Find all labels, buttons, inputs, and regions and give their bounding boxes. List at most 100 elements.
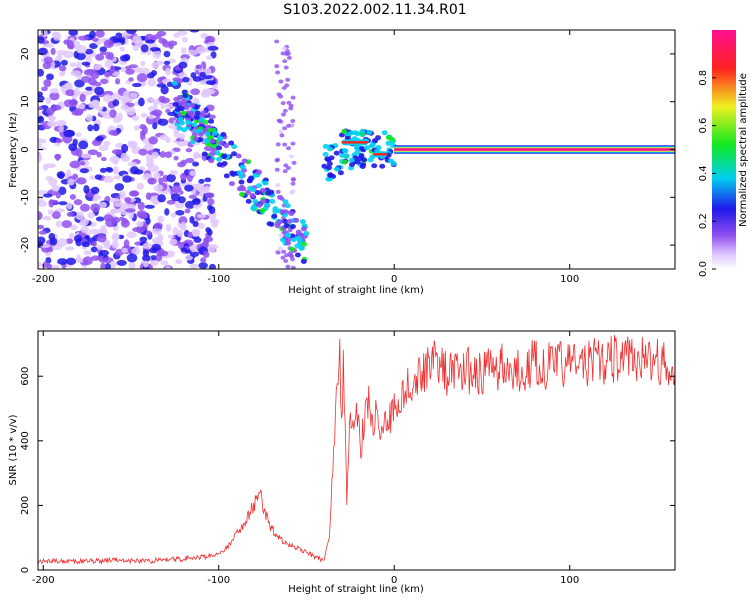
heatmap-noise-blob (129, 92, 138, 99)
heatmap-noise-blob (205, 80, 216, 86)
colorbar-tick-label: 0.8 (698, 70, 709, 86)
heatmap-noise-blob (137, 201, 145, 211)
heatmap-noise-blob (104, 59, 113, 68)
heatmap-noise-blob (160, 260, 169, 266)
heatmap-transition-blob (325, 165, 332, 171)
heatmap-band-blob (285, 237, 292, 243)
heatmap-x-tick-label: -200 (32, 274, 55, 285)
heatmap-noise-blob (205, 227, 211, 233)
heatmap-noise-blob (80, 153, 92, 159)
heatmap-transition-blob (341, 148, 348, 154)
heatmap-streak-blob (278, 246, 284, 251)
heatmap-noise-blob (58, 201, 68, 206)
heatmap-band-blob (223, 143, 230, 149)
heatmap-noise-blob (193, 197, 201, 206)
heatmap-noise-blob (163, 50, 171, 58)
heatmap-noise-blob (145, 39, 156, 44)
heatmap-noise-blob (119, 190, 126, 200)
heatmap-noise-blob (94, 174, 103, 180)
heatmap-band-blob (265, 190, 272, 196)
heatmap-noise-blob (81, 241, 91, 248)
heatmap-streak-blob (284, 253, 290, 258)
heatmap-streak-blob (283, 163, 289, 168)
heatmap-noise-blob (151, 151, 159, 159)
heatmap-streak-blob (282, 108, 288, 113)
heatmap-noise-blob (144, 204, 155, 209)
heatmap-noise-blob (151, 61, 160, 69)
heatmap-noise-blob (115, 142, 124, 149)
heatmap-noise-blob (155, 112, 161, 118)
heatmap-transition-blob (381, 130, 388, 136)
heatmap-streak-blob (286, 100, 292, 105)
heatmap-band-blob (282, 199, 289, 205)
heatmap-noise-blob (190, 244, 196, 253)
heatmap-noise-blob (95, 106, 104, 111)
heatmap-noise-blob (46, 73, 54, 81)
heatmap-noise-blob (55, 138, 63, 144)
heatmap-band-blob (303, 231, 310, 237)
heatmap-noise-blob (87, 212, 96, 219)
heatmap-band-blob (185, 120, 192, 126)
heatmap-noise-blob (153, 222, 163, 230)
heatmap-noise-blob (121, 217, 128, 225)
heatmap-noise-blob (52, 104, 62, 111)
heatmap-noise-blob (124, 197, 132, 203)
heatmap-noise-blob (136, 182, 145, 190)
heatmap-streak-blob (291, 160, 297, 165)
heatmap-transition-blob (379, 163, 386, 169)
heatmap-band-blob (295, 229, 302, 235)
heatmap-band-blob (281, 218, 288, 224)
heatmap-noise-blob (117, 112, 123, 121)
heatmap-band-blob (177, 116, 184, 122)
snr-ticks: -200 -100 0 100 0 200 400 600 (20, 331, 675, 586)
heatmap-band-blob (201, 151, 208, 157)
heatmap-noise-blob (146, 49, 152, 56)
heatmap-noise-blob (153, 99, 159, 108)
heatmap-transition-blob (327, 146, 334, 152)
heatmap-noise-blob (180, 221, 187, 230)
heatmap-band-blob (280, 237, 287, 243)
heatmap-noise-blob (50, 47, 56, 56)
heatmap-noise-blob (129, 141, 138, 148)
heatmap-streak-blob (282, 59, 288, 64)
heatmap-band-blob (263, 202, 270, 208)
heatmap-streak-blob (283, 258, 289, 263)
heatmap-noise-blob (195, 64, 203, 70)
heatmap-noise-blob (47, 120, 57, 127)
heatmap-noise-blob (147, 177, 157, 185)
heatmap-band-blob (271, 213, 278, 219)
heatmap-noise-blob (178, 216, 188, 225)
heatmap-noise-blob (138, 148, 148, 156)
heatmap-transition-blob (341, 159, 348, 165)
heatmap-transition-blob (322, 143, 329, 149)
heatmap-noise-blob (196, 213, 207, 219)
heatmap-noise-blob (66, 211, 74, 217)
heatmap-noise-blob (132, 45, 140, 51)
heatmap-noise-blob (79, 93, 86, 103)
heatmap-noise-blob (56, 171, 66, 179)
heatmap-band-blob (235, 153, 242, 159)
heatmap-noise-blob (200, 257, 207, 264)
heatmap-noise-blob (158, 250, 169, 257)
heatmap-noise-blob (179, 133, 185, 140)
heatmap-noise-blob (185, 147, 193, 153)
heatmap-noise-blob (189, 263, 199, 269)
heatmap-noise-blob (112, 166, 120, 175)
heatmap-streak-blob (274, 64, 280, 69)
heatmap-streak-blob (276, 118, 282, 123)
heatmap-noise-blob (160, 85, 169, 95)
heatmap-noise-blob (103, 39, 114, 49)
heatmap-transition-blob (341, 128, 348, 134)
heatmap-noise-blob (164, 265, 171, 269)
heatmap-band-blob (256, 183, 263, 189)
heatmap-noise-blob (119, 46, 125, 52)
heatmap-noise-blob (204, 185, 210, 193)
heatmap-streak-blob (280, 51, 286, 56)
heatmap-noise-blob (66, 169, 72, 177)
heatmap-noise-blob (38, 115, 45, 124)
heatmap-noise-blob (75, 148, 83, 158)
heatmap-noise-blob (89, 43, 98, 50)
heatmap-noise-blob (211, 220, 219, 228)
heatmap-noise-blob (38, 230, 47, 235)
